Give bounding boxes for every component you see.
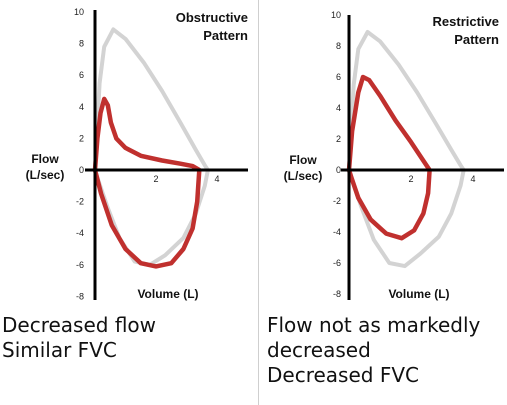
chart-title: Restrictive (433, 14, 499, 29)
x-tick-label: 4 (470, 174, 475, 184)
chart-title: Pattern (454, 32, 499, 47)
y-tick-label: -4 (76, 228, 84, 238)
restrictive-panel: 10 8 6 4 2 0 -2 -4 -6 -8 2 4 Restrictive Pattern Flow (… (259, 0, 507, 405)
y-tick-label: -4 (333, 227, 341, 237)
y-tick-label: 4 (79, 102, 84, 112)
y-tick-label: -6 (76, 260, 84, 270)
y-tick-label: 8 (336, 41, 341, 51)
y-tick-label: -8 (76, 291, 84, 301)
y-axis-label: Flow (289, 153, 317, 167)
patient-loop-curve (92, 96, 202, 269)
y-tick-label: -6 (333, 258, 341, 268)
y-axis-label: (L/sec) (26, 168, 65, 182)
caption-line: decreased (267, 338, 371, 362)
x-axis-label: Volume (L) (137, 287, 198, 301)
obstructive-panel: 10 8 6 4 2 0 -2 -4 -6 -8 2 4 Obstructive Pattern Flow (… (2, 7, 248, 363)
y-tick-label: 6 (79, 70, 84, 80)
y-tick-label: 0 (79, 165, 84, 175)
y-tick-label: -2 (333, 196, 341, 206)
y-tick-label: 10 (331, 10, 341, 20)
y-tick-label: 10 (74, 7, 84, 17)
caption-line: Flow not as markedly (267, 313, 481, 337)
restrictive-caption: Flow not as markedly decreased Decreased… (267, 313, 480, 388)
patient-loop-curve (346, 74, 432, 241)
x-axis-label: Volume (L) (388, 287, 449, 301)
normal-loop-curve (347, 30, 466, 269)
y-tick-label: 2 (336, 134, 341, 144)
y-tick-label: -2 (76, 197, 84, 207)
obstructive-chart: 10 8 6 4 2 0 -2 -4 -6 -8 2 4 Obstructive Pattern Flow (… (26, 7, 248, 301)
caption-line: Decreased flow (2, 313, 157, 337)
caption-line: Decreased FVC (267, 363, 419, 387)
y-tick-label: -8 (333, 289, 341, 299)
y-tick-label: 2 (79, 133, 84, 143)
y-tick-label: 8 (79, 39, 84, 49)
restrictive-chart: 10 8 6 4 2 0 -2 -4 -6 -8 2 4 Restrictive Pattern Flow (… (284, 10, 504, 301)
x-tick-label: 2 (153, 174, 158, 184)
y-tick-label: 0 (336, 165, 341, 175)
chart-title: Pattern (203, 28, 248, 43)
y-tick-label: 6 (336, 72, 341, 82)
obstructive-caption: Decreased flow Similar FVC (2, 313, 156, 363)
y-tick-label: 4 (336, 103, 341, 113)
y-axis-label: (L/sec) (284, 169, 323, 183)
x-tick-label: 2 (408, 174, 413, 184)
chart-title: Obstructive (176, 10, 248, 25)
y-axis-label: Flow (31, 152, 59, 166)
caption-line: Similar FVC (2, 338, 117, 362)
panel-divider (258, 0, 259, 405)
x-tick-label: 4 (214, 174, 219, 184)
